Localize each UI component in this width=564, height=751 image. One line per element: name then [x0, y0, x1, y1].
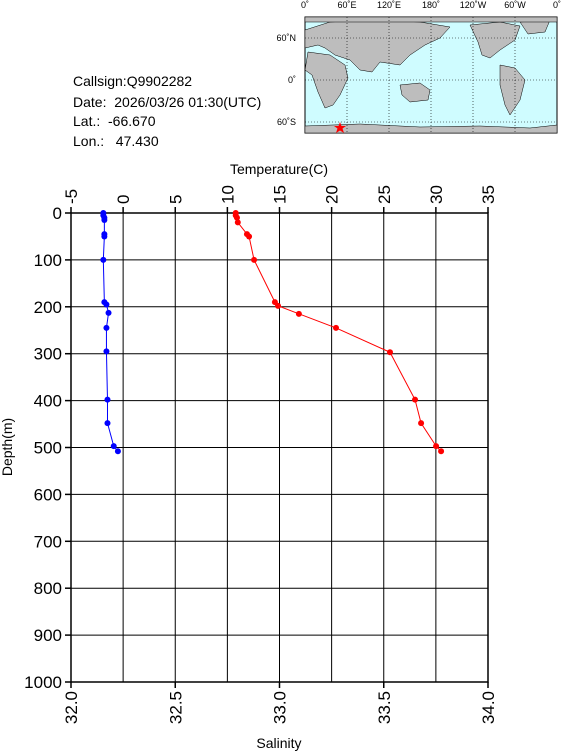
profile-point	[438, 448, 445, 455]
y-tick-label: 300	[34, 345, 62, 364]
profile-point	[110, 443, 117, 450]
profile-line	[235, 213, 442, 452]
y-tick-label: 900	[34, 626, 62, 645]
x-tick-label: 34.0	[479, 691, 498, 724]
profile-point	[103, 348, 110, 355]
y-tick-label: 200	[34, 298, 62, 317]
profile-point	[234, 219, 241, 226]
map-lat-label: 60˚N	[276, 33, 296, 43]
map-inset	[304, 16, 558, 134]
x2-tick-label: 0	[114, 195, 133, 204]
profile-line	[102, 213, 119, 452]
y-tick-label: 400	[34, 392, 62, 411]
map-lon-label: 0˚	[553, 0, 561, 10]
profile-point	[104, 420, 111, 427]
profile-point	[418, 420, 425, 427]
profile-point	[246, 233, 253, 240]
x-tick-label: 33.0	[271, 691, 290, 724]
y-tick-label: 800	[34, 579, 62, 598]
map-lon-label: 180˚	[422, 0, 440, 10]
profile-point	[101, 217, 108, 224]
latitude: Lat.: -66.670	[73, 113, 156, 129]
x2-tick-label: 20	[323, 185, 342, 204]
location-star	[334, 122, 346, 133]
y-tick-label: 700	[34, 532, 62, 551]
callsign: Callsign:Q9902282	[73, 73, 192, 89]
profile-point	[333, 324, 340, 331]
x2-tick-label: 10	[218, 185, 237, 204]
x2-tick-label: -5	[62, 189, 81, 204]
map-land	[304, 16, 558, 134]
profile-point	[433, 443, 440, 450]
map-lon-label: 0˚	[301, 0, 309, 10]
x2-tick-label: 15	[271, 185, 290, 204]
y-tick-label: 600	[34, 485, 62, 504]
x-tick-label: 33.5	[375, 691, 394, 724]
date: Date: 2026/03/26 01:30(UTC)	[73, 94, 261, 110]
x2-tick-label: 35	[479, 185, 498, 204]
y-tick-label: 500	[34, 439, 62, 458]
y-tick-label: 0	[53, 204, 62, 223]
x-axis-title: Salinity	[256, 735, 301, 751]
profile-point	[412, 396, 419, 403]
map-lon-label: 120˚E	[377, 0, 401, 10]
x-tick-label: 32.5	[166, 691, 185, 724]
map-lon-label: 60˚W	[504, 0, 526, 10]
map-lat-label: 60˚S	[277, 117, 296, 127]
profile-point	[233, 214, 240, 221]
x-tick-label: 32.0	[62, 691, 81, 724]
profile-point	[103, 301, 110, 308]
profile-point	[101, 233, 108, 240]
profile-point	[114, 448, 121, 455]
x2-tick-label: 25	[375, 185, 394, 204]
profile-point	[387, 349, 394, 356]
map-lat-label: 0˚	[288, 75, 296, 85]
profile-point	[251, 256, 258, 263]
y-tick-label: 100	[34, 251, 62, 270]
map-lon-label: 60˚E	[337, 0, 356, 10]
map-lon-label: 120˚W	[460, 0, 487, 10]
profile-point	[275, 302, 282, 309]
profile-point	[103, 324, 110, 331]
map-graticule	[305, 17, 557, 133]
y-tick-label: 1000	[24, 673, 62, 692]
profile-point	[105, 309, 112, 316]
x2-tick-label: 30	[427, 185, 446, 204]
profile-point	[295, 310, 302, 317]
y-axis-title: Depth(m)	[0, 418, 15, 476]
longitude: Lon.: 47.430	[73, 133, 159, 149]
profile-point	[100, 256, 107, 263]
x2-axis-title: Temperature(C)	[230, 161, 328, 177]
x2-tick-label: 5	[166, 195, 185, 204]
profile-point	[104, 396, 111, 403]
